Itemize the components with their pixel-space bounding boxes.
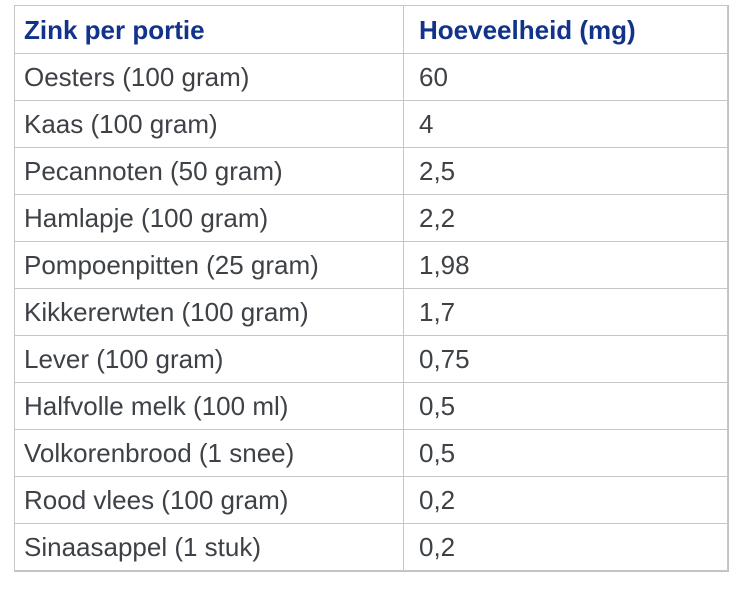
- table-row: Halfvolle melk (100 ml) 0,5: [14, 382, 728, 430]
- zinc-per-serving-table: Zink per portie Hoeveelheid (mg) Oesters…: [14, 5, 728, 571]
- food-cell: Kikkererwten (100 gram): [14, 288, 404, 336]
- food-label: Lever (100 gram): [24, 344, 224, 374]
- amount-cell: 0,5: [403, 429, 728, 477]
- food-label: Sinaasappel (1 stuk): [24, 532, 262, 562]
- table-row: Hamlapje (100 gram) 2,2: [14, 194, 728, 242]
- table-row: Rood vlees (100 gram) 0,2: [14, 476, 728, 524]
- table-row: Lever (100 gram) 0,75: [14, 335, 728, 383]
- food-cell: Hamlapje (100 gram): [14, 194, 404, 242]
- amount-cell: 2,5: [403, 147, 728, 195]
- food-cell: Oesters (100 gram): [14, 53, 404, 101]
- food-cell: Rood vlees (100 gram): [14, 476, 404, 524]
- food-label: Rood vlees (100 gram): [24, 485, 289, 515]
- food-label: Hamlapje (100 gram): [24, 203, 269, 233]
- header-cell-food: Zink per portie: [14, 5, 404, 54]
- food-label: Pompoenpitten (25 gram): [24, 250, 319, 280]
- amount-cell: 0,75: [403, 335, 728, 383]
- amount-cell: 60: [403, 53, 728, 101]
- amount-cell: 2,2: [403, 194, 728, 242]
- header-cell-amount: Hoeveelheid (mg): [403, 5, 728, 54]
- food-cell: Kaas (100 gram): [14, 100, 404, 148]
- food-cell: Pecannoten (50 gram): [14, 147, 404, 195]
- table-row: Oesters (100 gram) 60: [14, 53, 728, 101]
- table-row: Volkorenbrood (1 snee) 0,5: [14, 429, 728, 477]
- amount-cell: 1,98: [403, 241, 728, 289]
- table-row: Pompoenpitten (25 gram) 1,98: [14, 241, 728, 289]
- amount-cell: 0,2: [403, 476, 728, 524]
- header-row: Zink per portie Hoeveelheid (mg): [14, 5, 728, 54]
- food-cell: Pompoenpitten (25 gram): [14, 241, 404, 289]
- food-cell: Halfvolle melk (100 ml): [14, 382, 404, 430]
- zinc-table-container: Zink per portie Hoeveelheid (mg) Oesters…: [14, 5, 729, 572]
- amount-cell: 1,7: [403, 288, 728, 336]
- food-label: Pecannoten (50 gram): [24, 156, 283, 186]
- amount-cell: 0,5: [403, 382, 728, 430]
- food-label: Oesters (100 gram): [24, 62, 250, 92]
- table-row: Kaas (100 gram) 4: [14, 100, 728, 148]
- food-label: Halfvolle melk (100 ml): [24, 391, 289, 421]
- amount-cell: 0,2: [403, 523, 728, 571]
- table-row: Sinaasappel (1 stuk) 0,2: [14, 523, 728, 571]
- food-label: Kikkererwten (100 gram): [24, 297, 309, 327]
- food-label: Kaas (100 gram): [24, 109, 218, 139]
- food-label: Volkorenbrood (1 snee): [24, 438, 295, 468]
- food-cell: Sinaasappel (1 stuk): [14, 523, 404, 571]
- table-row: Kikkererwten (100 gram) 1,7: [14, 288, 728, 336]
- food-cell: Lever (100 gram): [14, 335, 404, 383]
- table-row: Pecannoten (50 gram) 2,5: [14, 147, 728, 195]
- food-cell: Volkorenbrood (1 snee): [14, 429, 404, 477]
- amount-cell: 4: [403, 100, 728, 148]
